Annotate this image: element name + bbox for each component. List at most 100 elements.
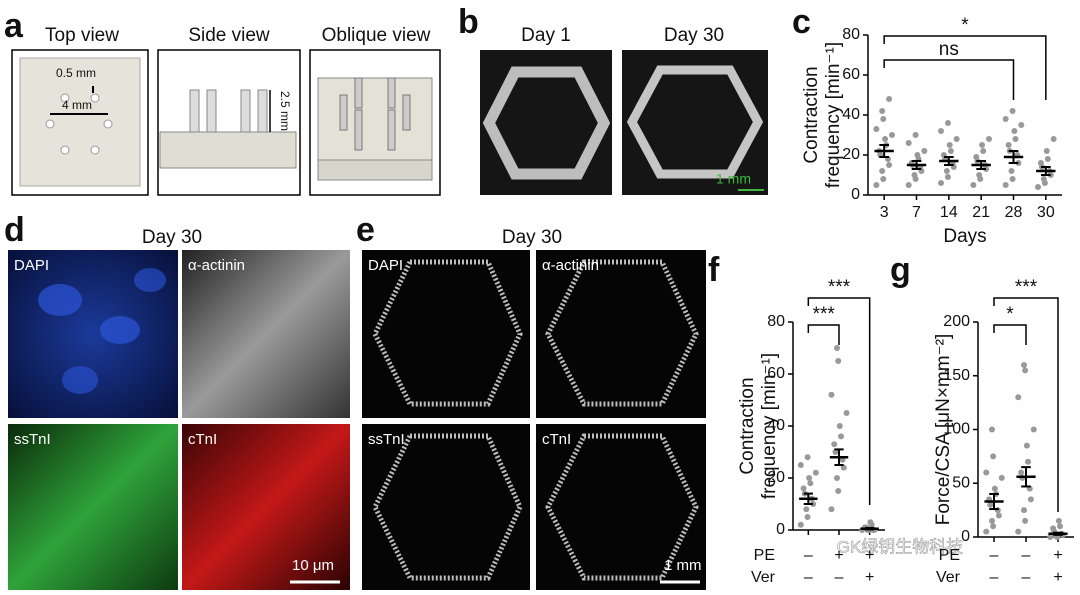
data-point [1011,128,1018,134]
data-point [979,142,986,148]
data-point [938,128,945,134]
data-point [1021,362,1027,368]
condition-value: + [1053,547,1062,564]
significance-bracket [807,324,840,345]
data-point [994,507,1001,514]
condition-name: Ver [751,569,776,586]
y-tick-label: 80 [767,313,785,330]
panel-label: d [4,211,25,249]
data-point [1023,442,1030,449]
x-tick-label: 28 [1005,204,1023,221]
y-tick-label: 100 [943,421,970,438]
x-axis-label: Days [943,226,986,247]
data-point [973,154,980,160]
data-point [800,485,807,492]
significance-bracket [993,324,1027,345]
condition-value: + [865,547,874,564]
data-point [944,120,951,126]
data-point [838,433,844,440]
microscopy-image [362,250,706,590]
x-tick-label: 7 [912,204,921,221]
channel-label: ssTnI [368,431,405,448]
data-point [946,142,953,148]
data-point [828,506,835,513]
data-point [1035,184,1042,190]
significance-label: *** [1015,277,1038,298]
data-point [806,475,813,481]
scale-bar-label: 10 μm [292,557,334,574]
y-tick-label: 0 [961,528,970,545]
y-axis-label: Force/CSA [μN×mm⁻²] [933,334,954,525]
y-tick-label: 0 [776,521,785,538]
data-point [834,345,840,351]
panel-label: g [890,251,911,289]
data-point [1044,156,1051,162]
data-point [882,136,889,142]
significance-bracket [883,59,1015,100]
y-axis-label: frequency [min⁻¹] [759,353,780,499]
data-point [985,136,992,142]
channel-label: cTnI [188,431,217,448]
view-title: Top view [45,25,119,46]
condition-value: – [835,569,844,586]
data-point [987,501,994,508]
data-point [886,162,893,168]
y-tick-label: 200 [943,313,970,330]
condition-value: – [990,547,999,564]
data-point [880,116,887,122]
condition-value: – [1022,547,1031,564]
data-point [1018,122,1025,128]
side-view [157,49,301,196]
data-point [1055,517,1062,524]
y-tick-label: 50 [952,474,970,491]
data-point [803,506,810,513]
x-tick-label: 14 [940,204,958,221]
oblique-view [309,49,441,196]
channel-label: cTnI [542,431,571,448]
condition-value: + [834,547,843,564]
data-point [970,182,977,188]
data-point [831,441,838,448]
condition-name: PE [754,547,775,564]
y-axis-label: frequency [min⁻¹] [823,42,844,188]
y-tick-label: 60 [767,365,785,382]
data-point [990,453,997,460]
data-point [1002,116,1009,122]
data-point [797,521,804,528]
data-point [835,488,842,494]
data-point [807,480,814,487]
dimension-label: 2.5 mm [278,91,292,131]
panel-title: Day 30 [142,227,202,248]
data-point [976,172,983,178]
data-point [905,140,912,146]
data-point [804,454,811,461]
data-point [905,182,912,188]
data-point [1040,176,1047,182]
data-point [1005,142,1012,148]
data-point [1012,136,1019,142]
data-point [880,176,887,182]
y-tick-label: 20 [767,469,785,486]
data-point [867,519,874,526]
data-point [1050,525,1057,532]
data-point [1030,426,1037,433]
panel-label: f [708,251,720,289]
data-point [953,136,960,142]
data-point [1015,394,1022,401]
significance-bracket [993,297,1059,512]
data-point [828,391,835,398]
x-tick-label: 30 [1037,204,1055,221]
condition-value: + [865,569,874,586]
x-tick-label: 3 [880,204,889,221]
significance-bracket [807,297,871,505]
data-point [983,469,990,476]
data-point [989,426,995,433]
data-point [990,523,997,530]
condition-value: + [1053,569,1062,586]
condition-value: – [804,569,813,586]
condition-value: – [804,547,813,564]
y-axis-label: Contraction [737,377,758,474]
data-point [944,174,951,180]
significance-label: ns [939,39,959,60]
data-point [1015,528,1022,535]
